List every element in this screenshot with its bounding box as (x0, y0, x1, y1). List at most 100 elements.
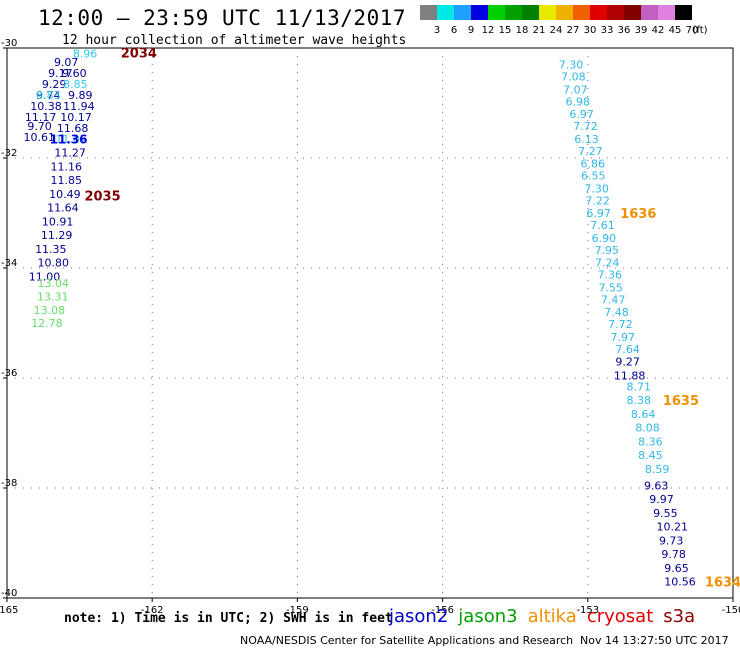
wave-height-value: 9.07 (54, 56, 79, 69)
wave-height-value: 11.85 (51, 174, 82, 187)
longitude-tick-label: -153 (576, 605, 599, 616)
wave-height-value: 8.64 (631, 408, 656, 421)
map-title: 12:00 – 23:59 UTC 11/13/2017 (38, 6, 407, 30)
color-swatch (505, 5, 522, 20)
wave-height-value: 7.97 (611, 331, 636, 344)
wave-height-value: 9.74 (36, 89, 61, 102)
color-swatch (607, 5, 624, 20)
color-swatch (539, 5, 556, 20)
color-swatch (556, 5, 573, 20)
wave-height-value: 6.97 (569, 108, 594, 121)
color-scale-label: 33 (600, 25, 614, 36)
color-scale-label: 36 (617, 25, 631, 36)
wave-height-value: 9.65 (664, 562, 689, 575)
color-scale-label: 12 (481, 25, 495, 36)
color-swatch (488, 5, 505, 20)
legend-satellite-jason2: jason2 (389, 606, 449, 627)
wave-height-value: 9.29 (42, 78, 67, 91)
note-text: note: 1) Time is in UTC; 2) SWH is in fe… (64, 611, 393, 626)
wave-height-value: 6.13 (574, 133, 599, 146)
wave-height-value: 9.70 (27, 120, 52, 133)
color-swatch (675, 5, 692, 20)
color-swatch (590, 5, 607, 20)
wave-height-value: 10.56 (664, 576, 696, 589)
wave-height-value: 7.47 (601, 293, 626, 306)
longitude-tick-label: -159 (286, 605, 309, 616)
wave-height-value: 7.22 (585, 194, 610, 207)
pass-time-label: 1634 (705, 576, 740, 591)
wave-height-value: 11.35 (35, 243, 67, 256)
color-scale-label: 18 (515, 25, 529, 36)
wave-height-value: 7.36 (597, 269, 622, 282)
wave-height-value: 11.88 (614, 369, 646, 382)
pass-time-label: 2034 (121, 46, 157, 61)
color-scale-label: 24 (549, 25, 563, 36)
wave-height-value: 10.80 (37, 257, 69, 270)
wave-height-value: 11.16 (51, 160, 82, 173)
wave-height-value: 7.55 (598, 281, 623, 294)
color-swatch (454, 5, 471, 20)
wave-height-value: 10.61 (23, 131, 55, 144)
color-scale-label: 21 (532, 25, 546, 36)
longitude-tick-label: -150 (722, 605, 740, 616)
color-swatch (522, 5, 539, 20)
wave-height-value: 8.96 (73, 48, 98, 61)
wave-height-value: 9.55 (653, 507, 678, 520)
pass-time-label: 2035 (84, 189, 120, 204)
longitude-tick-label: -165 (0, 605, 18, 616)
wave-height-value: 11.29 (41, 229, 73, 242)
color-swatch (573, 5, 590, 20)
wave-height-value: 8.83 (36, 89, 61, 102)
color-scale-label: 30 (583, 25, 597, 36)
wave-height-value: 9.27 (615, 356, 640, 369)
wave-height-value: 6.98 (566, 95, 591, 108)
wave-height-value: 6.97 (586, 207, 611, 220)
wave-height-value: 11.17 (25, 111, 57, 124)
wave-height-value: 7.61 (590, 219, 615, 232)
wave-height-value: 9.60 (62, 67, 86, 80)
credit-text: NOAA/NESDIS Center for Satellite Applica… (240, 634, 574, 647)
longitude-tick-label: -156 (431, 605, 454, 616)
pass-time-label: 1635 (663, 394, 699, 409)
wave-height-value: 6.86 (581, 158, 606, 171)
wave-height-value: 12.78 (31, 317, 63, 330)
latitude-tick-label: -30 (1, 38, 17, 49)
wave-height-value: 7.48 (604, 306, 629, 319)
legend-satellite-altika: altika (527, 606, 577, 627)
wave-height-value: 13.31 (37, 291, 68, 304)
wave-height-value: 11.00 (29, 270, 60, 283)
wave-height-value: 7.24 (595, 257, 620, 270)
wave-height-value: 11.27 (54, 147, 86, 160)
wave-height-value: 8.85 (63, 78, 87, 91)
wave-height-value: 8.59 (645, 463, 670, 476)
wave-height-value: 7.72 (573, 120, 598, 133)
legend-satellite-cryosat: cryosat (586, 606, 654, 627)
color-scale-label: 3 (433, 25, 441, 36)
timestamp-text: Nov 14 13:27:50 UTC 2017 (580, 634, 729, 647)
wave-height-value: 9.17 (48, 67, 73, 80)
color-scale-label: 39 (634, 25, 648, 36)
wave-height-value: 7.64 (615, 343, 640, 356)
color-swatch (658, 5, 675, 20)
longitude-tick-label: -162 (141, 605, 164, 616)
wave-height-value: 10.17 (60, 111, 92, 124)
satellite-legend: jason2 jason3 altika cryosat s3a (389, 606, 705, 627)
wave-height-value: 10.21 (657, 521, 689, 534)
color-swatch (420, 5, 437, 20)
wave-height-value: 8.38 (627, 394, 652, 407)
color-scale-label: 42 (651, 25, 665, 36)
color-swatch (624, 5, 641, 20)
wave-height-value: 9.73 (659, 534, 684, 547)
wave-height-value: 7.27 (578, 145, 603, 158)
latitude-tick-label: -40 (1, 588, 17, 599)
wave-height-value: 8.08 (635, 422, 660, 435)
wave-height-value: 11.94 (63, 100, 94, 113)
wave-height-value: 9.97 (649, 493, 674, 506)
color-swatch (437, 5, 454, 20)
color-scale-label: 15 (498, 25, 512, 36)
latitude-tick-label: -34 (1, 258, 17, 269)
wave-height-value: 6.55 (581, 170, 606, 183)
wave-height-value: 6.90 (592, 232, 617, 245)
color-scale-label: 27 (566, 25, 580, 36)
